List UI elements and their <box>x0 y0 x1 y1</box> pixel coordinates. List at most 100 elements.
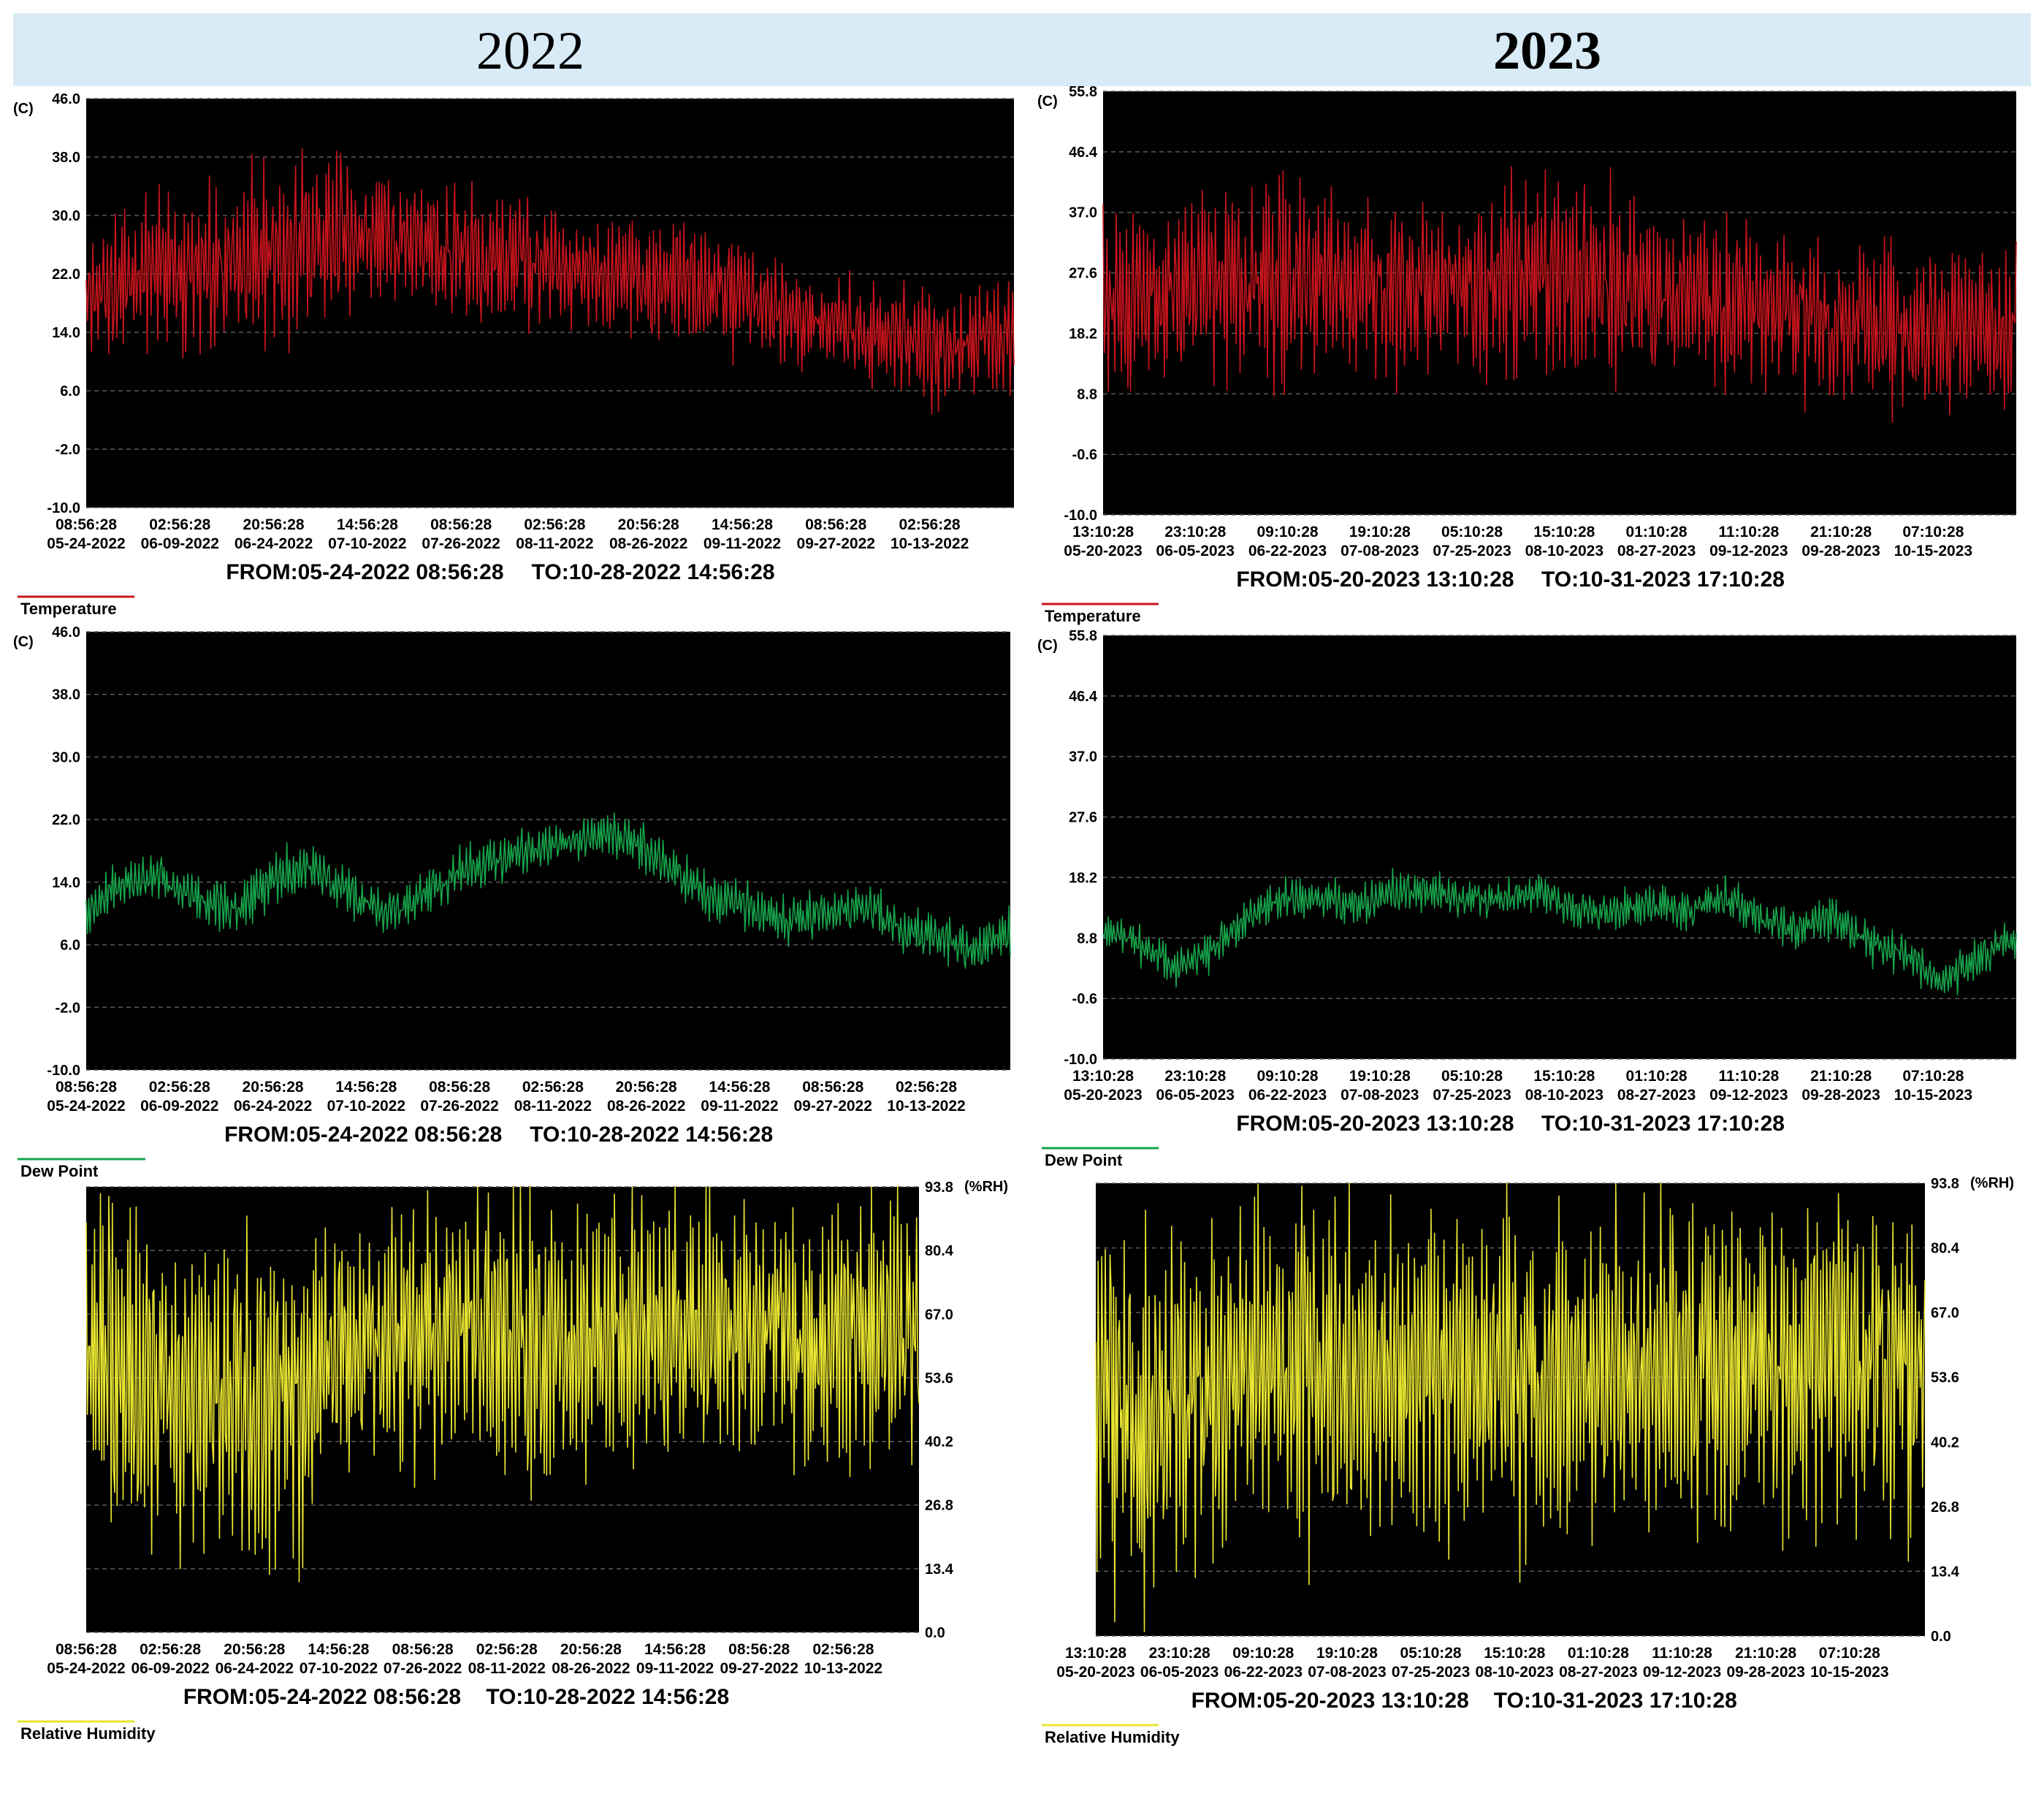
x-tick-date-label: 08-27-2023 <box>1559 1664 1637 1681</box>
x-tick-time-label: 19:10:28 <box>1349 1068 1411 1085</box>
x-tick-date-label: 09-12-2023 <box>1709 543 1788 559</box>
x-tick-date-label: 10-13-2022 <box>891 535 969 552</box>
x-tick-time-label: 08:56:28 <box>805 516 866 533</box>
x-tick-date-label: 07-25-2023 <box>1392 1664 1470 1681</box>
x-tick-date-label: 07-26-2022 <box>422 535 500 552</box>
x-tick-date-label: 08-26-2022 <box>552 1660 630 1677</box>
y-tick-label: 6.0 <box>60 938 80 954</box>
legend-label: Relative Humidity <box>1045 1728 1180 1746</box>
x-tick-time-label: 15:10:28 <box>1484 1645 1545 1662</box>
x-tick-time-label: 15:10:28 <box>1533 524 1595 540</box>
y-tick-label: 55.8 <box>1069 628 1097 644</box>
x-tick-date-label: 08-10-2023 <box>1476 1664 1554 1681</box>
y-tick-label: 0.0 <box>1931 1629 1951 1645</box>
range-to-label: TO:10-31-2023 17:10:28 <box>1541 567 1785 592</box>
x-tick-time-label: 02:56:28 <box>812 1641 874 1658</box>
x-tick-date-label: 06-09-2022 <box>140 1098 218 1115</box>
range-to-label: TO:10-28-2022 14:56:28 <box>530 1123 773 1147</box>
plot-area <box>1103 635 2016 1059</box>
y-tick-label: 38.0 <box>52 687 80 703</box>
x-tick-date-label: 07-25-2023 <box>1433 1087 1511 1104</box>
range-from-label: FROM:05-24-2022 08:56:28 <box>224 1123 502 1147</box>
x-tick-date-label: 06-24-2022 <box>234 535 313 552</box>
x-tick-date-label: 06-22-2023 <box>1224 1664 1303 1681</box>
y-tick-label: 80.4 <box>925 1243 954 1259</box>
x-tick-date-label: 06-09-2022 <box>141 535 219 552</box>
x-tick-date-label: 09-27-2022 <box>720 1660 798 1677</box>
x-tick-time-label: 05:10:28 <box>1400 1645 1462 1662</box>
range-from-label: FROM:05-20-2023 13:10:28 <box>1191 1689 1469 1713</box>
y-tick-label: -10.0 <box>1064 1052 1097 1068</box>
y-tick-label: 18.2 <box>1069 326 1097 342</box>
x-tick-date-label: 09-12-2023 <box>1643 1664 1721 1681</box>
series-line <box>1102 166 2017 423</box>
range-to-label: TO:10-31-2023 17:10:28 <box>1541 1112 1785 1136</box>
y-tick-label: 6.0 <box>60 383 80 400</box>
y-tick-label: 8.8 <box>1077 930 1097 947</box>
relative-humidity-chart-2022: 93.8 80.4 67.0 53.6 40.2 26.8 13.4 0.0 (%RH) 08:5… <box>13 1179 1014 1800</box>
y-tick-label: 46.0 <box>52 91 80 107</box>
x-tick-date-label: 08-11-2022 <box>514 1098 592 1115</box>
y-tick-label: 55.8 <box>1069 84 1097 100</box>
x-tick-time-label: 02:56:28 <box>522 1079 584 1096</box>
range-to-label: TO:10-28-2022 14:56:28 <box>532 560 775 584</box>
x-tick-time-label: 11:10:28 <box>1652 1645 1712 1662</box>
series-line <box>1102 868 2017 995</box>
year-header-bar: 2022 2023 <box>13 13 2031 86</box>
x-tick-date-label: 09-27-2022 <box>797 535 875 552</box>
y-tick-label: 14.0 <box>52 325 80 341</box>
x-tick-time-label: 21:10:28 <box>1810 524 1872 540</box>
unit-label: (C) <box>1037 93 1058 110</box>
y-tick-label: 22.0 <box>52 812 80 828</box>
x-tick-time-label: 01:10:28 <box>1626 1068 1688 1085</box>
y-tick-label: 67.0 <box>925 1307 953 1323</box>
x-tick-date-label: 05-24-2022 <box>47 535 125 552</box>
y-tick-label: -2.0 <box>56 442 80 458</box>
y-tick-label: 14.0 <box>52 875 80 891</box>
x-tick-date-label: 08-26-2022 <box>607 1098 685 1115</box>
x-tick-time-label: 02:56:28 <box>140 1641 201 1658</box>
x-tick-date-label: 08-10-2023 <box>1525 1087 1603 1104</box>
x-tick-date-label: 05-20-2023 <box>1064 543 1142 559</box>
x-tick-time-label: 07:10:28 <box>1902 1068 1964 1085</box>
x-tick-date-label: 09-11-2022 <box>636 1660 714 1677</box>
x-tick-time-label: 01:10:28 <box>1568 1645 1629 1662</box>
y-tick-label: 53.6 <box>925 1370 953 1386</box>
x-tick-time-label: 02:56:28 <box>149 516 210 533</box>
x-tick-time-label: 02:56:28 <box>524 516 585 533</box>
chart-svg: 93.8 80.4 67.0 53.6 40.2 26.8 13.4 0.0 (%RH) 13:1… <box>1042 1175 2014 1746</box>
relative-humidity-chart-2023: 93.8 80.4 67.0 53.6 40.2 26.8 13.4 0.0 (%RH) 13:1… <box>1037 1175 2016 1804</box>
chart-svg: 46.0 38.0 30.0 22.0 14.0 6.0 -2.0 -10.0 (C) 08:56… <box>13 624 1011 1180</box>
x-tick-date-label: 10-13-2022 <box>804 1660 882 1677</box>
y-tick-label: 38.0 <box>52 150 80 166</box>
x-tick-date-label: 07-26-2022 <box>384 1660 462 1677</box>
x-tick-date-label: 09-27-2022 <box>794 1098 872 1115</box>
legend-label: Temperature <box>20 600 117 618</box>
chart-svg: 55.8 46.4 37.0 27.6 18.2 8.8 -0.6 -10.0 (C) 13:10… <box>1037 84 2017 625</box>
x-tick-date-label: 08-27-2023 <box>1617 543 1696 559</box>
y-tick-label: 46.4 <box>1069 145 1098 161</box>
legend-label: Dew Point <box>1045 1151 1123 1169</box>
temperature-chart-2022: 46.0 38.0 30.0 22.0 14.0 6.0 -2.0 -10.0 (C) 08:56… <box>13 91 1015 676</box>
x-tick-time-label: 07:10:28 <box>1819 1645 1880 1662</box>
x-tick-date-label: 07-10-2022 <box>300 1660 378 1677</box>
x-tick-time-label: 13:10:28 <box>1072 1068 1134 1085</box>
unit-label: (%RH) <box>1970 1175 2014 1191</box>
y-tick-label: 8.8 <box>1077 386 1097 402</box>
x-tick-time-label: 08:56:28 <box>56 1079 117 1096</box>
series-line <box>1095 1182 1926 1632</box>
y-tick-label: 0.0 <box>925 1625 945 1641</box>
x-tick-date-label: 07-08-2023 <box>1341 1087 1419 1104</box>
x-tick-time-label: 23:10:28 <box>1164 524 1226 540</box>
range-from-label: FROM:05-24-2022 08:56:28 <box>183 1685 461 1709</box>
y-tick-label: 13.4 <box>925 1562 954 1578</box>
y-tick-label: 37.0 <box>1069 205 1097 221</box>
x-tick-time-label: 20:56:28 <box>243 1079 304 1096</box>
unit-label: (C) <box>13 101 34 117</box>
x-tick-date-label: 10-15-2023 <box>1810 1664 1888 1681</box>
series-line <box>85 148 1015 415</box>
range-to-label: TO:10-28-2022 14:56:28 <box>486 1685 729 1709</box>
x-tick-date-label: 08-11-2022 <box>468 1660 546 1677</box>
year-label-2022: 2022 <box>476 21 584 81</box>
x-tick-time-label: 14:56:28 <box>709 1079 770 1096</box>
